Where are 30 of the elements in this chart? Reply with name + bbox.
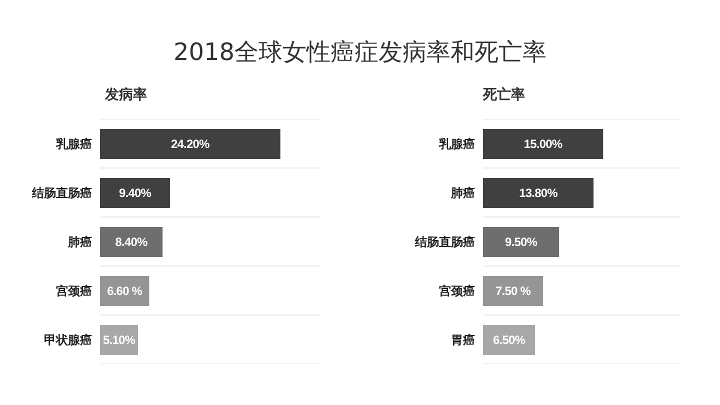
y-tick-label: 结肠直肠癌: [31, 186, 92, 200]
y-tick-label: 肺癌: [67, 234, 92, 249]
bar: [483, 227, 560, 257]
y-tick-label: 甲状腺癌: [44, 332, 92, 347]
data-label: 7.50 %: [496, 284, 532, 298]
data-label: 15.00%: [524, 137, 563, 152]
data-label: 5.10%: [102, 333, 136, 348]
text: 2018全球女性癌症发病率和死亡率: [172, 37, 548, 68]
data-label: 9.40%: [119, 186, 152, 200]
bar: [483, 178, 594, 208]
data-label: 9.50%: [505, 235, 538, 250]
chart-subtitle: 死亡率: [483, 86, 525, 104]
y-tick-label: 宫颈癌: [56, 284, 92, 298]
y-tick-label: 宫颈癌: [439, 284, 475, 298]
bar: [100, 227, 163, 257]
data-label: 8.40%: [115, 235, 148, 250]
data-label: 13.80%: [519, 186, 558, 200]
bar: [100, 129, 280, 159]
y-tick-label: 肺癌: [450, 186, 475, 200]
y-tick-label: 乳腺癌: [438, 136, 475, 151]
bar: [100, 178, 170, 208]
data-label: 24.20%: [171, 137, 210, 152]
chart-subtitle: 发病率: [105, 86, 147, 104]
y-tick-label: 乳腺癌: [55, 136, 92, 151]
y-tick-label: 结肠直肠癌: [414, 234, 475, 249]
bar: [483, 129, 604, 159]
bar: [483, 276, 544, 306]
y-tick-label: 胃癌: [451, 332, 475, 347]
data-label: 6.50%: [493, 333, 526, 348]
data-label: 6.60 %: [107, 284, 143, 298]
